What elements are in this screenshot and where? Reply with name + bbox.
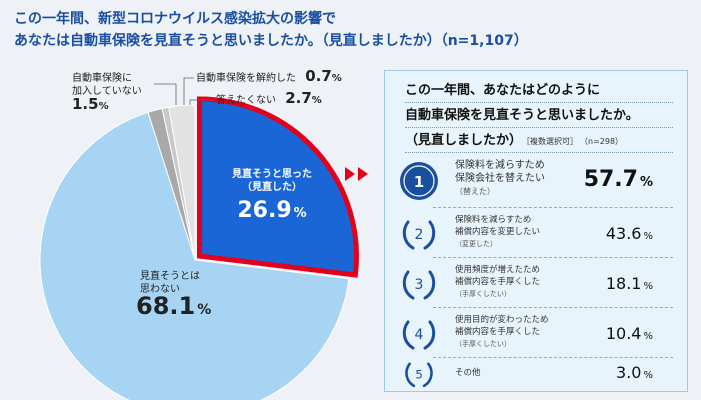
pie-pct-reconsidered: % (293, 206, 307, 221)
rank-row-5: 5 その他 3.0% (399, 359, 683, 391)
rank-3-laurel-icon: 3 (402, 270, 436, 300)
rank-divider-2 (433, 257, 673, 258)
rank-2-number: 2 (415, 227, 424, 243)
double-arrow-icon (345, 167, 368, 181)
rank-row-1: 1 保険料を減らすため 保険会社を替えたい （替えた） 57.7% (399, 159, 683, 203)
pie-value-not-insured: 1.5 (72, 95, 99, 113)
rank-2-label-l2: 補償内容を変更したい (455, 227, 541, 237)
rank-4-laurel-icon: 4 (402, 320, 436, 350)
pie-value-cancelled: 0.7 (305, 67, 332, 85)
pie-value-no-answer: 2.7 (285, 89, 312, 107)
pie-label-not-insured: 自動車保険に 加入していない 1.5% (72, 72, 142, 113)
panel-note: ［複数選択可］ (526, 137, 579, 146)
rank-5-value-num: 3.0 (616, 363, 642, 382)
pie-pct-not-reconsidered: % (197, 302, 212, 318)
pie-slice-not-reconsidered (39, 111, 350, 400)
rank-4-label-sub: （手厚くしたい） (455, 340, 511, 348)
pie-label-reconsidered: 見直そうと思った （見直した） 26.9% (212, 168, 332, 223)
rank-4-label-l2: 補償内容を手厚くした (455, 327, 541, 337)
rank-2-label-l1: 保険料を減らすため (455, 215, 532, 225)
pie-label-no-answer: 答えたくない 2.7% (216, 89, 322, 107)
panel-question-line2: 自動車保険を見直そうと思いましたか。 (405, 104, 673, 128)
rank-5-value-pct: % (643, 370, 653, 381)
pie-slice-reconsidered (196, 96, 359, 278)
rank-divider-3 (433, 307, 673, 308)
pie-slice-no-answer (168, 104, 196, 261)
pie-label-not-insured-l1: 自動車保険に (72, 73, 132, 84)
rank-2-laurel-icon: 2 (402, 220, 436, 250)
rank-3-label-l2: 補償内容を手厚くした (455, 277, 541, 287)
pie-label-not-reconsidered-l2: 思わない (140, 284, 180, 295)
leader-no-answer (189, 99, 214, 105)
rank-row-3: 3 使用頻度が増えたため 補償内容を手厚くした （手厚くしたい） 18.1% (399, 262, 683, 306)
rank-3-value-num: 18.1 (605, 274, 642, 293)
rank-1-value-pct: % (639, 175, 653, 190)
panel-n: （n=298） (584, 137, 624, 146)
rank-4-label: 使用目的が変わったため 補償内容を手厚くした （手厚くしたい） (455, 314, 549, 350)
rank-5-laurel-icon: 5 (405, 362, 433, 388)
pie-label-reconsidered-l1: 見直そうと思った (232, 169, 312, 180)
pie-value-reconsidered: 26.9 (237, 198, 292, 223)
rank-4-label-l1: 使用目的が変わったため (455, 315, 549, 325)
panel-question-line3-text: （見直しましたか） (405, 133, 523, 148)
rank-3-label: 使用頻度が増えたため 補償内容を手厚くした （手厚くしたい） (455, 264, 540, 300)
pie-label-not-reconsidered-l1: 見直そうとは (140, 271, 200, 282)
pie-label-cancelled: 自動車保険を解約した 0.7% (196, 67, 342, 85)
rank-3-label-l1: 使用頻度が増えたため (455, 265, 541, 275)
rank-1-label-sub: （替えた） (455, 187, 495, 196)
rank-2-value: 43.6% (606, 224, 653, 243)
chart-title-line2: あなたは自動車保険を見直そうと思いましたか。（見直しましたか）（n=1,107） (14, 33, 528, 49)
rank-2-label: 保険料を減らすため 補償内容を変更したい （変更した） (455, 214, 540, 250)
rank-5-value: 3.0% (616, 363, 653, 382)
panel-question-line1: この一年間、あなたはどのように (405, 79, 673, 103)
rank-3-value: 18.1% (606, 274, 653, 293)
rank-1-value-num: 57.7 (583, 167, 638, 192)
pie-label-not-insured-l2: 加入していない (72, 86, 142, 97)
rank-1-laurel-icon: 1 (400, 162, 438, 200)
rank-1-label: 保険料を減らすため 保険会社を替えたい （替えた） (455, 159, 545, 198)
rank-3-label-sub: （手厚くしたい） (455, 290, 511, 298)
leader-cancelled (183, 77, 194, 105)
rank-2-value-pct: % (643, 231, 653, 242)
panel-question-line3: （見直しましたか） ［複数選択可］ （n=298） (405, 129, 673, 153)
pie-label-reconsidered-l2: （見直した） (242, 182, 302, 193)
pie-label-not-reconsidered: 見直そうとは 思わない 68.1% (136, 270, 240, 318)
rank-divider-1 (433, 207, 673, 208)
rank-2-label-sub: （変更した） (455, 240, 497, 248)
rank-1-label-l1: 保険料を減らすため (455, 160, 545, 171)
rank-row-2: 2 保険料を減らすため 補償内容を変更したい （変更した） 43.6% (399, 212, 683, 256)
rank-4-value-pct: % (643, 331, 653, 342)
pie-label-no-answer-text: 答えたくない (216, 95, 276, 106)
rank-4-value-num: 10.4 (605, 324, 642, 343)
rank-1-value: 57.7% (584, 167, 653, 192)
rank-3-number: 3 (415, 277, 424, 293)
rank-5-label-l1: その他 (455, 368, 481, 378)
pie-pct-not-insured: % (98, 101, 109, 112)
rank-4-value: 10.4% (606, 324, 653, 343)
chart-title-line1: この一年間、新型コロナウイルス感染拡大の影響で (14, 11, 336, 27)
rank-2-value-num: 43.6 (605, 224, 642, 243)
rank-row-4: 4 使用目的が変わったため 補償内容を手厚くした （手厚くしたい） 10.4% (399, 312, 683, 356)
rank-1-number: 1 (414, 173, 424, 191)
rank-5-label: その他 (455, 367, 481, 379)
rank-4-number: 4 (415, 327, 424, 343)
leader-not-insured (154, 83, 177, 105)
chart-title: この一年間、新型コロナウイルス感染拡大の影響で あなたは自動車保険を見直そうと思… (14, 8, 694, 52)
rank-5-number: 5 (415, 367, 423, 381)
reasons-panel: この一年間、あなたはどのように 自動車保険を見直そうと思いましたか。 （見直しま… (384, 70, 688, 392)
rank-3-value-pct: % (643, 281, 653, 292)
rank-1-label-l2: 保険会社を替えたい (455, 173, 545, 184)
pie-pct-no-answer: % (311, 95, 322, 106)
pie-pct-cancelled: % (331, 73, 342, 84)
rank-divider-4 (433, 357, 673, 358)
pie-value-not-reconsidered: 68.1 (136, 292, 196, 320)
pie-label-cancelled-text: 自動車保険を解約した (196, 73, 296, 84)
